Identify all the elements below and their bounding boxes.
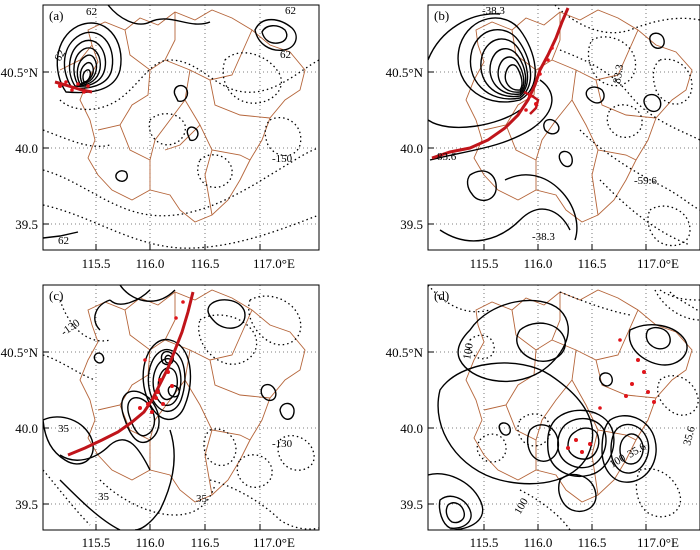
- panel-frame: [42, 4, 320, 251]
- x-tick-label: 117.0°E: [637, 535, 679, 550]
- dotted-contours: [43, 52, 319, 249]
- tick-marks: [428, 71, 647, 250]
- station-markers: [524, 46, 554, 112]
- solid-contours: [43, 285, 295, 530]
- tick-marks: [43, 71, 261, 250]
- contour-label: 35: [196, 493, 208, 505]
- contour-label: -150: [272, 153, 293, 165]
- panel-frame: [427, 284, 700, 531]
- x-tick-label: 115.5: [470, 256, 499, 271]
- contour-label: -38.3: [482, 5, 505, 17]
- grid-lines: [428, 5, 700, 250]
- y-tick-label: 40.0: [15, 141, 38, 156]
- y-tick-label: 40.0: [15, 421, 38, 436]
- panel-d: 100 35.6 100 35.6 100 (d) 40.5°N 40.0 39…: [386, 284, 700, 550]
- front-line: [54, 80, 93, 94]
- contour-label: 35.6: [681, 425, 698, 447]
- contour-label: 35: [58, 423, 70, 435]
- y-tick-label: 39.5: [400, 497, 423, 512]
- y-tick-label: 40.5°N: [1, 345, 39, 360]
- tick-marks: [428, 351, 647, 530]
- contour-label: -130: [59, 317, 83, 339]
- panel-frame: [427, 4, 700, 251]
- station-markers: [138, 300, 185, 414]
- station-markers: [58, 80, 90, 94]
- contour-label: 62: [285, 5, 296, 17]
- grid-lines: [43, 5, 319, 250]
- district-boundaries: [465, 289, 693, 503]
- y-tick-label: 40.5°N: [1, 65, 39, 80]
- contour-label: 35.6: [626, 440, 649, 460]
- solid-contours: [43, 5, 297, 239]
- contour-label: -38.3: [532, 231, 555, 243]
- y-tick-label: 40.5°N: [386, 65, 424, 80]
- panel-letter: (c): [49, 288, 63, 303]
- panel-frame: [42, 284, 320, 531]
- x-tick-label: 116.0: [524, 535, 553, 550]
- x-tick-label: 115.5: [82, 535, 111, 550]
- panel-a: 62 62 62 -150 62 62 (a) 40.5°N 40.0 39.5…: [1, 4, 320, 271]
- contour-label: 83.6: [437, 151, 457, 163]
- solid-contours: [428, 13, 665, 242]
- contour-label: -130: [272, 438, 293, 450]
- contour-label: 62: [86, 6, 97, 18]
- x-tick-label: 116.0: [136, 256, 165, 271]
- y-tick-label: 40.0: [400, 421, 423, 436]
- contour-label: 83.3: [611, 63, 626, 85]
- contour-label: 100: [512, 496, 531, 517]
- x-tick-label: 117.0°E: [637, 256, 679, 271]
- contour-labels: 62 62 62 -150 62 62: [52, 5, 296, 247]
- district-boundaries: [79, 289, 306, 503]
- x-tick-label: 116.0: [136, 535, 165, 550]
- contour-label: 100: [461, 342, 476, 361]
- contour-label: 62: [58, 235, 69, 247]
- contour-label: 62: [280, 49, 291, 61]
- y-tick-label: 40.5°N: [386, 345, 424, 360]
- y-tick-label: 39.5: [15, 497, 38, 512]
- front-line: [67, 291, 195, 457]
- dotted-contours: [428, 285, 700, 530]
- y-tick-label: 39.5: [15, 217, 38, 232]
- contour-label: 35: [98, 491, 110, 503]
- grid-lines: [43, 285, 319, 530]
- x-tick-label: 117.0°E: [253, 535, 295, 550]
- contour-label: -59.6: [634, 175, 657, 187]
- x-tick-label: 116.0: [524, 256, 553, 271]
- station-markers: [566, 338, 656, 454]
- x-tick-label: 116.5: [578, 256, 607, 271]
- y-tick-label: 40.0: [400, 141, 423, 156]
- x-tick-label: 115.5: [470, 535, 499, 550]
- y-tick-label: 39.5: [400, 217, 423, 232]
- panel-c: -130 35 35 -130 35 (c) 40.5°N 40.0 39.5 …: [1, 284, 320, 550]
- x-tick-label: 115.5: [82, 256, 111, 271]
- panel-letter: (a): [49, 8, 63, 23]
- solid-contours: [428, 299, 688, 530]
- grid-lines: [428, 285, 700, 530]
- district-boundaries: [465, 9, 693, 223]
- x-tick-label: 117.0°E: [253, 256, 295, 271]
- dotted-contours: [43, 295, 319, 530]
- dotted-contours: [554, 5, 700, 247]
- contour-label: 62: [52, 48, 68, 64]
- panel-b: -38.3 83.6 -59.6 -38.3 83.3 (b) 40.5°N 4…: [386, 4, 700, 271]
- x-tick-label: 116.5: [578, 535, 607, 550]
- district-boundaries: [59, 9, 306, 223]
- tick-marks: [43, 351, 261, 530]
- x-tick-label: 116.5: [191, 535, 220, 550]
- panel-letter: (b): [434, 8, 449, 23]
- contour-labels: -38.3 83.6 -59.6 -38.3 83.3: [437, 5, 657, 243]
- panel-letter: (d): [434, 288, 449, 303]
- x-tick-label: 116.5: [191, 256, 220, 271]
